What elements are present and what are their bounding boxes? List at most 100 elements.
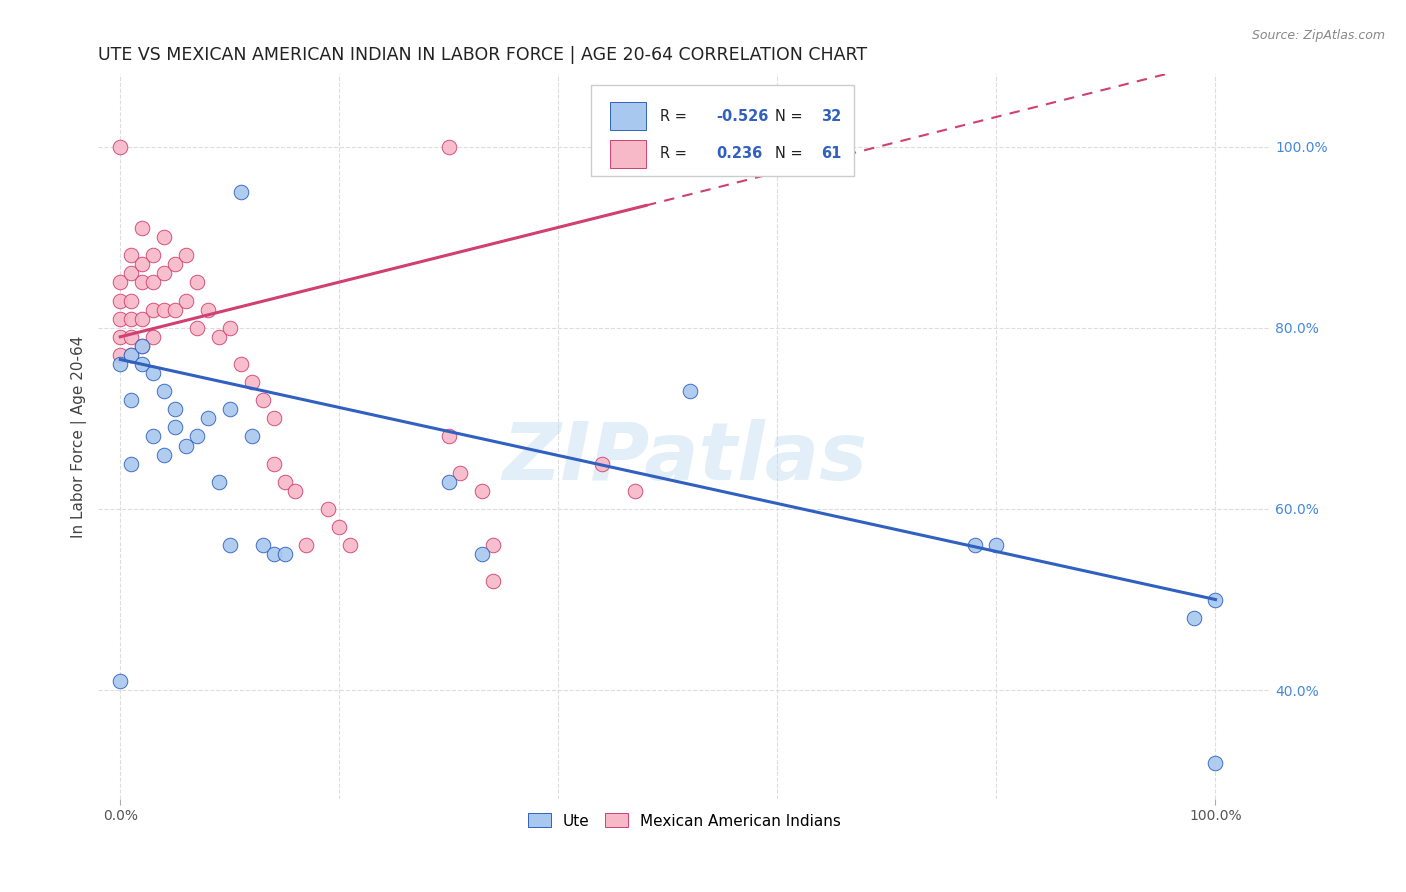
Point — [229, 185, 252, 199]
FancyBboxPatch shape — [610, 140, 645, 168]
Point — [197, 411, 219, 425]
Point — [153, 267, 176, 281]
Point — [197, 302, 219, 317]
Point — [110, 311, 132, 326]
Point — [174, 438, 197, 452]
Point — [1204, 756, 1226, 770]
Text: 0.236: 0.236 — [716, 146, 762, 161]
Point — [142, 302, 165, 317]
Point — [481, 574, 503, 589]
Point — [273, 547, 295, 561]
Point — [131, 257, 153, 271]
Point — [110, 330, 132, 344]
Point — [131, 276, 153, 290]
Text: R =: R = — [659, 109, 692, 124]
Point — [120, 248, 142, 262]
Point — [218, 538, 240, 552]
Point — [273, 475, 295, 489]
Point — [131, 339, 153, 353]
Point — [120, 348, 142, 362]
Text: 32: 32 — [821, 109, 842, 124]
Point — [252, 538, 274, 552]
Point — [1182, 610, 1205, 624]
Point — [295, 538, 318, 552]
Point — [110, 276, 132, 290]
Point — [229, 357, 252, 371]
Point — [110, 348, 132, 362]
Point — [120, 293, 142, 308]
Point — [986, 538, 1008, 552]
Point — [131, 221, 153, 235]
Point — [110, 293, 132, 308]
Point — [240, 429, 263, 443]
Point — [131, 339, 153, 353]
Point — [174, 248, 197, 262]
Point — [218, 402, 240, 417]
Point — [120, 311, 142, 326]
Point — [153, 384, 176, 399]
Point — [471, 547, 494, 561]
Text: ZIPatlas: ZIPatlas — [502, 419, 866, 497]
Point — [120, 330, 142, 344]
Text: Source: ZipAtlas.com: Source: ZipAtlas.com — [1251, 29, 1385, 42]
Point — [163, 302, 186, 317]
Point — [153, 230, 176, 244]
Point — [142, 366, 165, 380]
Point — [186, 429, 208, 443]
Point — [481, 538, 503, 552]
Point — [131, 357, 153, 371]
Point — [153, 448, 176, 462]
Legend: Ute, Mexican American Indians: Ute, Mexican American Indians — [522, 807, 846, 835]
Y-axis label: In Labor Force | Age 20-64: In Labor Force | Age 20-64 — [72, 335, 87, 538]
Point — [240, 375, 263, 389]
Point — [218, 320, 240, 334]
Point — [284, 483, 307, 498]
Point — [339, 538, 361, 552]
Point — [263, 411, 285, 425]
Point — [120, 348, 142, 362]
Point — [471, 483, 494, 498]
Point — [142, 330, 165, 344]
Text: N =: N = — [775, 146, 807, 161]
Point — [437, 429, 460, 443]
Point — [110, 674, 132, 689]
Point — [208, 330, 231, 344]
FancyBboxPatch shape — [610, 103, 645, 130]
Text: R =: R = — [659, 146, 696, 161]
Point — [142, 276, 165, 290]
Point — [153, 302, 176, 317]
Point — [679, 384, 702, 399]
Point — [131, 311, 153, 326]
Point — [142, 429, 165, 443]
FancyBboxPatch shape — [591, 85, 855, 176]
Point — [437, 139, 460, 153]
Point — [208, 475, 231, 489]
Point — [449, 466, 471, 480]
Point — [263, 547, 285, 561]
Point — [252, 393, 274, 408]
Point — [437, 475, 460, 489]
Point — [318, 502, 340, 516]
Point — [110, 357, 132, 371]
Point — [1204, 592, 1226, 607]
Point — [263, 457, 285, 471]
Point — [163, 402, 186, 417]
Point — [624, 483, 647, 498]
Point — [174, 293, 197, 308]
Text: 61: 61 — [821, 146, 842, 161]
Point — [110, 139, 132, 153]
Text: N =: N = — [775, 109, 807, 124]
Point — [120, 393, 142, 408]
Point — [186, 320, 208, 334]
Point — [963, 538, 986, 552]
Point — [328, 520, 350, 534]
Point — [591, 457, 613, 471]
Text: -0.526: -0.526 — [716, 109, 768, 124]
Point — [120, 457, 142, 471]
Point — [163, 420, 186, 434]
Point — [186, 276, 208, 290]
Text: UTE VS MEXICAN AMERICAN INDIAN IN LABOR FORCE | AGE 20-64 CORRELATION CHART: UTE VS MEXICAN AMERICAN INDIAN IN LABOR … — [98, 46, 868, 64]
Point — [142, 248, 165, 262]
Point — [163, 257, 186, 271]
Point — [120, 267, 142, 281]
